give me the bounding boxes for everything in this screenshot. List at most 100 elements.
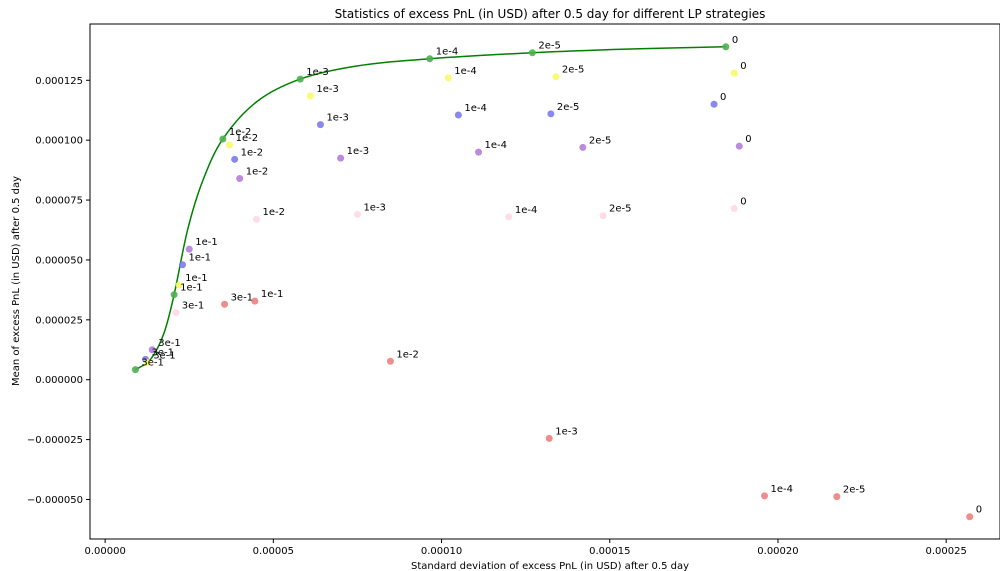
data-point xyxy=(353,210,361,218)
data-point-label: 1e-3 xyxy=(316,84,339,95)
y-tick-label: 0.000100 xyxy=(35,136,83,147)
data-point xyxy=(236,175,244,182)
data-point xyxy=(253,215,261,223)
data-point xyxy=(444,74,452,82)
data-point xyxy=(730,69,738,77)
data-point xyxy=(426,55,434,63)
data-point-label: 0 xyxy=(740,196,746,207)
data-point xyxy=(172,309,180,317)
data-point xyxy=(226,141,234,149)
data-point xyxy=(386,357,394,365)
data-point-label: 1e-2 xyxy=(236,133,258,144)
data-point xyxy=(599,212,607,220)
data-point-label: 3e-1 xyxy=(153,350,176,361)
chart-title: Statistics of excess PnL (in USD) after … xyxy=(335,7,766,21)
data-point xyxy=(131,366,139,374)
data-point-label: 1e-2 xyxy=(229,127,252,138)
data-point-label: 3e-1 xyxy=(141,358,164,369)
data-point-label: 0 xyxy=(740,61,746,72)
y-axis: −0.000050 −0.000025 0.000000 0.000025 0.0000… xyxy=(27,76,90,506)
x-tick-label: 0.00005 xyxy=(253,546,294,557)
data-point-label: 2e-5 xyxy=(843,485,866,496)
data-point-label: 0 xyxy=(720,92,726,103)
y-tick-label: −0.000025 xyxy=(27,435,83,446)
data-point xyxy=(231,155,239,163)
data-point xyxy=(221,300,229,308)
data-point-label: 0 xyxy=(745,134,751,145)
data-point-label: 2e-5 xyxy=(589,135,612,146)
data-point-label: 1e-3 xyxy=(555,426,578,437)
y-axis-label: Mean of excess PnL (in USD) after 0.5 da… xyxy=(11,176,22,386)
data-point xyxy=(730,204,738,212)
x-tick-label: 0.00000 xyxy=(84,546,125,557)
data-point-label: 1e-1 xyxy=(195,237,218,248)
data-point-label: 1e-3 xyxy=(363,202,386,213)
data-point-label: 1e-4 xyxy=(454,66,477,77)
plot-frame xyxy=(89,23,1000,540)
data-point xyxy=(475,148,483,156)
data-point xyxy=(143,358,151,366)
data-point xyxy=(170,291,178,299)
x-axis-label: Standard deviation of excess PnL (in USD… xyxy=(411,561,689,571)
data-point xyxy=(710,100,718,108)
points-layer xyxy=(131,43,974,521)
data-point xyxy=(306,92,314,100)
data-point xyxy=(528,49,536,57)
frontier-curve xyxy=(134,46,726,371)
data-point-label: 1e-3 xyxy=(306,67,329,78)
data-point xyxy=(219,135,227,143)
data-point xyxy=(579,143,587,151)
data-point-label: 2e-5 xyxy=(538,41,561,52)
frontier-curve-layer xyxy=(134,46,726,371)
data-point xyxy=(552,73,560,81)
y-tick-label: 0.000050 xyxy=(35,255,83,266)
data-point-label: 1e-2 xyxy=(396,349,419,360)
data-point xyxy=(547,110,555,118)
y-tick-label: 0.000125 xyxy=(35,76,83,87)
data-point-label: 1e-1 xyxy=(185,273,208,284)
data-point-label: 2e-5 xyxy=(557,102,580,113)
data-point-label: 1e-1 xyxy=(180,283,203,294)
data-point-label: 1e-3 xyxy=(347,146,370,157)
data-point xyxy=(735,142,743,150)
data-point-label: 3e-1 xyxy=(182,301,205,312)
data-point xyxy=(179,261,187,269)
plot-area xyxy=(89,23,1000,540)
data-point xyxy=(296,75,304,83)
data-point-label: 1e-2 xyxy=(246,167,269,178)
data-point-label: 3e-1 xyxy=(152,347,175,358)
data-point-label: 3e-1 xyxy=(231,292,254,303)
data-point-label: 0 xyxy=(976,505,982,516)
data-point xyxy=(148,346,156,354)
data-point xyxy=(337,154,345,162)
x-axis: 0.00000 0.00005 0.00010 0.00015 0.00020 0.000… xyxy=(84,539,967,557)
data-point xyxy=(185,245,193,253)
data-point-label: 2e-5 xyxy=(562,65,585,76)
data-point xyxy=(251,297,259,305)
data-point-label: 1e-1 xyxy=(189,253,212,264)
data-point xyxy=(833,493,841,501)
data-point-label: 1e-1 xyxy=(261,289,284,300)
data-point xyxy=(722,43,730,51)
data-point xyxy=(175,281,183,289)
data-point-label: 2e-5 xyxy=(609,204,632,215)
data-point-label: 1e-4 xyxy=(515,205,538,216)
data-point-label: 3e-1 xyxy=(158,338,181,349)
data-point xyxy=(966,513,974,521)
x-tick-label: 0.00015 xyxy=(589,546,630,557)
data-point xyxy=(761,492,769,500)
data-point-label: 1e-2 xyxy=(263,207,286,218)
data-point-label: 1e-4 xyxy=(464,103,487,114)
data-point-label: 1e-4 xyxy=(485,140,508,151)
data-point-label: 1e-2 xyxy=(241,147,263,158)
y-tick-label: 0.000025 xyxy=(35,315,83,326)
y-tick-label: 0.000000 xyxy=(35,375,83,386)
x-tick-label: 0.00020 xyxy=(757,546,798,557)
y-tick-label: 0.000075 xyxy=(35,196,83,207)
data-point xyxy=(454,111,462,119)
data-point-label: 1e-4 xyxy=(771,484,794,495)
x-tick-label: 0.00010 xyxy=(421,546,462,557)
data-point xyxy=(316,121,324,129)
data-point-label: 1e-4 xyxy=(436,47,459,58)
